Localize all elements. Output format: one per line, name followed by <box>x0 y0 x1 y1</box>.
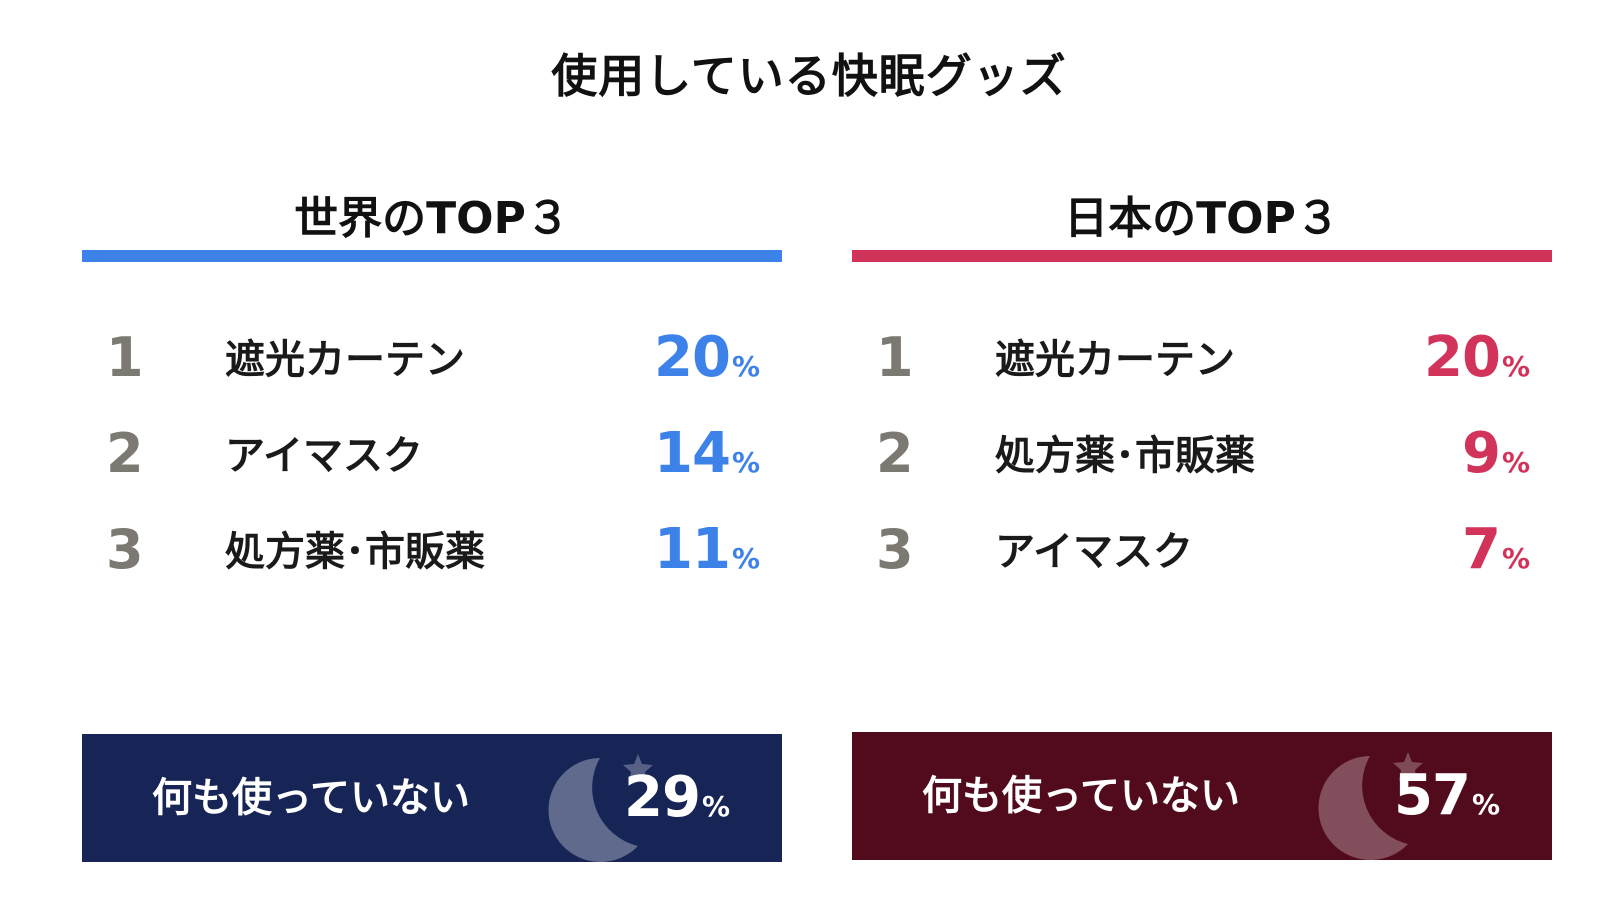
nothing-label: 何も使っていない <box>922 773 1240 819</box>
item-label: 処方薬･市販薬 <box>995 433 1255 479</box>
percentage-value: 29 <box>624 765 701 830</box>
item-label: アイマスク <box>995 529 1193 575</box>
rank-number: 2 <box>876 422 914 485</box>
item-label: アイマスク <box>225 433 423 479</box>
percent-sign: % <box>1501 542 1530 575</box>
percentage-value: 20 <box>1424 325 1501 390</box>
percentage-value: 57 <box>1394 763 1471 828</box>
percentage-value: 14 <box>654 421 731 486</box>
japan-heading-underline <box>852 250 1552 262</box>
rank-number: 2 <box>106 422 144 485</box>
item-percentage: 14% <box>654 414 760 507</box>
world-rank-row-2: 2 アイマスク 14% <box>82 414 782 494</box>
world-heading-underline <box>82 250 782 262</box>
japan-heading: 日本のTOP３ <box>1064 193 1340 244</box>
percentage-value: 9 <box>1461 421 1501 486</box>
percent-sign: % <box>1471 788 1500 821</box>
rank-number: 1 <box>876 326 914 389</box>
japan-top3-panel: 日本のTOP３ 1 遮光カーテン 20% 2 処方薬･市販薬 9% 3 アイマス… <box>852 0 1552 914</box>
japan-nothing-box: 何も使っていない 57% <box>852 732 1552 860</box>
rank-number: 1 <box>106 326 144 389</box>
world-nothing-box: 何も使っていない 29% <box>82 734 782 862</box>
item-percentage: 7% <box>1462 510 1530 603</box>
world-rank-row-1: 1 遮光カーテン 20% <box>82 318 782 398</box>
item-percentage: 20% <box>654 318 760 411</box>
japan-rank-row-1: 1 遮光カーテン 20% <box>852 318 1552 398</box>
item-label: 遮光カーテン <box>225 337 465 383</box>
percent-sign: % <box>731 446 760 479</box>
page-title: 使用している快眠グッズ <box>551 49 1067 103</box>
world-rank-row-3: 3 処方薬･市販薬 11% <box>82 510 782 590</box>
rank-number: 3 <box>876 518 914 581</box>
moon-star-icon <box>1318 752 1423 860</box>
nothing-percentage: 29% <box>624 734 730 862</box>
percent-sign: % <box>701 790 730 823</box>
moon-star-icon <box>548 754 653 862</box>
item-label: 遮光カーテン <box>995 337 1235 383</box>
japan-rank-row-2: 2 処方薬･市販薬 9% <box>852 414 1552 494</box>
percent-sign: % <box>731 542 760 575</box>
item-label: 処方薬･市販薬 <box>225 529 485 575</box>
nothing-label: 何も使っていない <box>152 775 470 821</box>
nothing-percentage: 57% <box>1394 732 1500 860</box>
percentage-value: 20 <box>654 325 731 390</box>
percentage-value: 11 <box>654 517 731 582</box>
japan-rank-row-3: 3 アイマスク 7% <box>852 510 1552 590</box>
world-heading: 世界のTOP３ <box>294 193 570 244</box>
percentage-value: 7 <box>1461 517 1501 582</box>
percent-sign: % <box>731 350 760 383</box>
item-percentage: 11% <box>654 510 760 603</box>
percent-sign: % <box>1501 446 1530 479</box>
percent-sign: % <box>1501 350 1530 383</box>
world-top3-panel: 世界のTOP３ 1 遮光カーテン 20% 2 アイマスク 14% 3 処方薬･市… <box>82 0 782 914</box>
item-percentage: 9% <box>1462 414 1530 507</box>
item-percentage: 20% <box>1424 318 1530 411</box>
rank-number: 3 <box>106 518 144 581</box>
